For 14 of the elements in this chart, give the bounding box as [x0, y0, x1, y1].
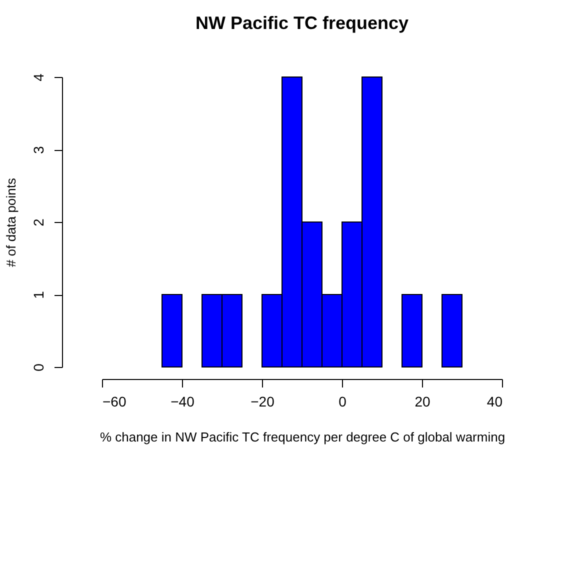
y-tick-label: 0: [30, 363, 46, 372]
chart-title: NW Pacific TC frequency: [195, 13, 409, 34]
y-tick-label: 3: [30, 146, 46, 154]
y-axis-title: # of data points: [4, 178, 18, 267]
x-axis-title: % change in NW Pacific TC frequency per degree C of global warming: [100, 430, 506, 444]
x-tick-label: −20: [250, 394, 275, 410]
y-tick-label: 4: [30, 73, 46, 82]
x-tick-label: 20: [414, 394, 430, 410]
x-tick-label: −40: [170, 394, 195, 410]
x-tick-label: −60: [102, 394, 126, 410]
x-tick-label: 40: [486, 394, 503, 410]
x-tick-label: 0: [338, 394, 347, 410]
y-tick-label: 2: [30, 218, 46, 226]
y-tick-label: 1: [30, 290, 46, 299]
